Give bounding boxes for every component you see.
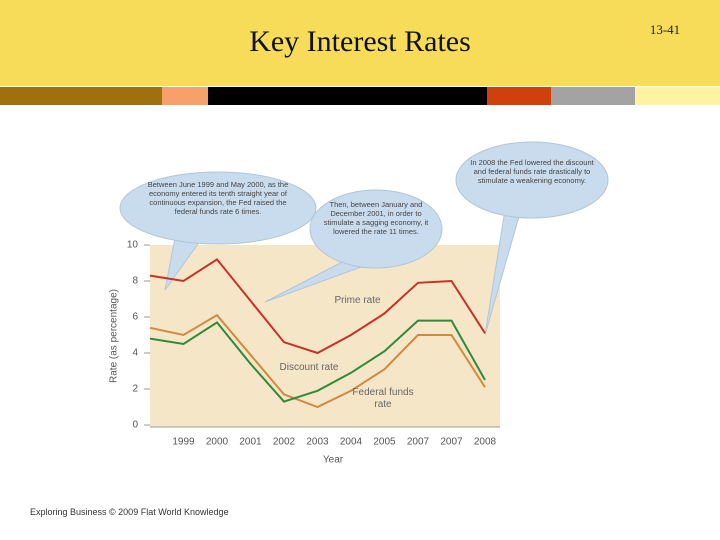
x-tick-label: 2001: [239, 437, 262, 448]
strip: [208, 87, 487, 105]
x-axis-title: Year: [323, 455, 344, 466]
x-tick-label: 2002: [273, 437, 296, 448]
strip: [635, 87, 720, 105]
series-line: [149, 313, 486, 409]
y-tick-label: 6: [132, 312, 138, 323]
x-tick-label: 2007: [407, 437, 430, 448]
y-tick-label: 4: [132, 348, 138, 359]
y-tick-label: 10: [127, 240, 139, 251]
y-tick-label: 0: [132, 420, 138, 431]
y-tick-label: 8: [132, 276, 138, 287]
annotation: Then, between January and December 2001,…: [323, 200, 429, 236]
series-line: [149, 258, 486, 355]
annotation: In 2008 the Fed lowered the discount and…: [470, 158, 594, 185]
slide-title: Key Interest Rates: [249, 25, 471, 58]
x-tick-label: 2007: [440, 437, 463, 448]
x-tick-label: 2000: [206, 437, 229, 448]
x-tick-label: 2003: [306, 437, 329, 448]
annotation: Between June 1999 and May 2000, as the e…: [147, 180, 289, 216]
x-tick-label: 2008: [474, 437, 497, 448]
y-tick-label: 2: [132, 384, 138, 395]
series-line: [149, 319, 486, 403]
x-tick-label: 1999: [172, 437, 195, 448]
slide-number: 13-41: [650, 22, 680, 37]
series-label: Federal funds rate: [352, 387, 414, 410]
header-band: [0, 0, 720, 86]
strip: [551, 87, 635, 105]
strip: [487, 87, 551, 105]
series-label: Discount rate: [279, 362, 339, 373]
y-axis-title: Rate (as percentage): [109, 289, 120, 383]
callout: [309, 189, 443, 269]
callout: [119, 171, 317, 245]
strip: [0, 87, 162, 105]
series-label: Prime rate: [334, 295, 381, 306]
callout: [455, 141, 609, 219]
x-tick-label: 2004: [340, 437, 363, 448]
strip: [162, 87, 208, 105]
footer: Exploring Business © 2009 Flat World Kno…: [30, 507, 229, 517]
x-tick-label: 2005: [373, 437, 396, 448]
